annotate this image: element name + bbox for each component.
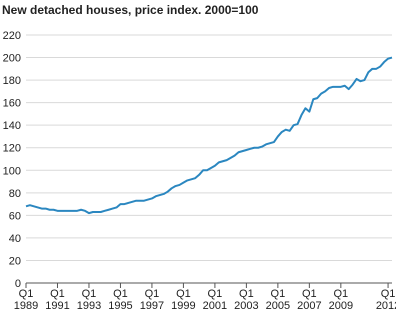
x-tick-label: 2007 (297, 300, 321, 312)
x-tick-label: 1999 (171, 300, 195, 312)
x-tick-label: Q1 (302, 288, 317, 300)
y-tick-label: 180 (3, 75, 21, 87)
x-tick-label: Q1 (50, 288, 65, 300)
x-tick-label: Q1 (19, 288, 34, 300)
y-tick-label: 200 (3, 53, 21, 65)
y-tick-label: 0 (15, 278, 21, 290)
y-tick-label: 20 (9, 255, 21, 267)
y-tick-label: 160 (3, 98, 21, 110)
x-tick-label: Q1 (113, 288, 128, 300)
x-tick-label: Q1 (333, 288, 348, 300)
x-tick-label: 1993 (77, 300, 101, 312)
y-tick-label: 80 (9, 188, 21, 200)
data-line (25, 56, 393, 215)
x-tick-label: 2001 (203, 300, 227, 312)
x-tick-label: Q1 (271, 288, 286, 300)
y-tick-label: 220 (3, 30, 21, 42)
x-tick-label: 1989 (14, 300, 38, 312)
x-tick-label: Q1 (145, 288, 160, 300)
x-tick-label: 1991 (45, 300, 69, 312)
x-tick-label: 2012 (376, 300, 396, 312)
x-tick-label: 2003 (234, 300, 258, 312)
x-tick-label: Q1 (208, 288, 223, 300)
chart-title: New detached houses, price index. 2000=1… (2, 3, 259, 17)
x-tick-label: 1997 (140, 300, 164, 312)
x-tick-label: 2005 (266, 300, 290, 312)
y-tick-label: 140 (3, 120, 21, 132)
y-tick-label: 60 (9, 210, 21, 222)
y-tick-label: 40 (9, 233, 21, 245)
x-tick-label: Q1 (176, 288, 191, 300)
x-tick-label: Q1 (239, 288, 254, 300)
y-tick-label: 120 (3, 143, 21, 155)
y-tick-label: 100 (3, 165, 21, 177)
x-tick-label: Q1 (381, 288, 396, 300)
x-tick-label: 2009 (329, 300, 353, 312)
x-tick-label: Q1 (82, 288, 97, 300)
x-tick-label: 1995 (108, 300, 132, 312)
